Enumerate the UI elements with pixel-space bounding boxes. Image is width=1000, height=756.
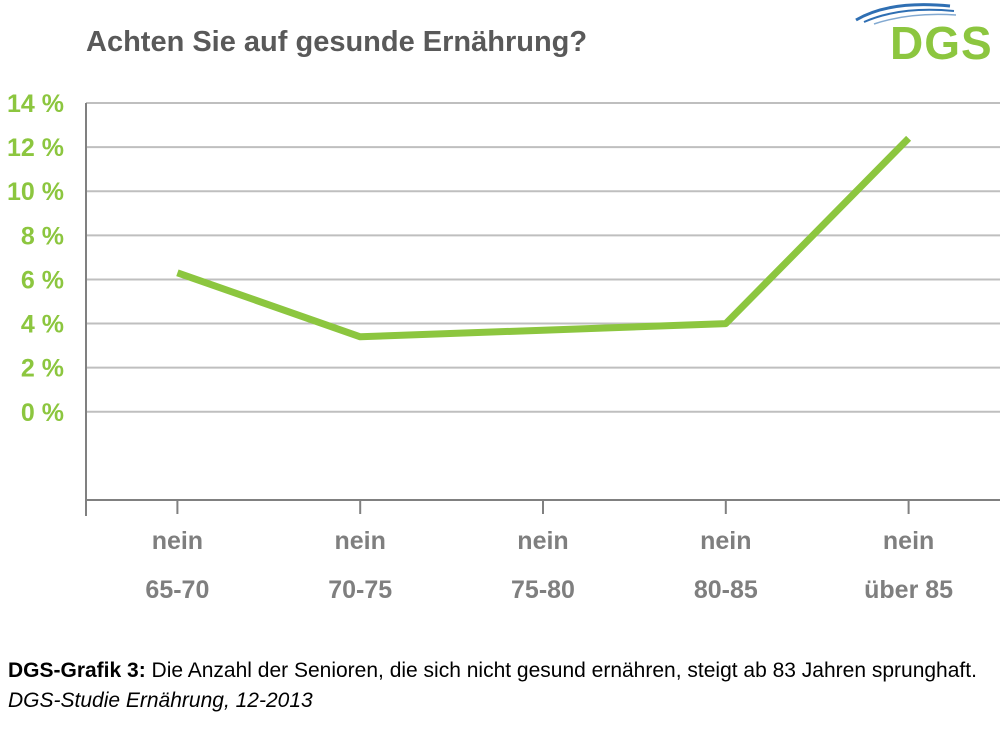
grid-lines <box>86 102 1000 413</box>
dgs-logo: DGS <box>850 0 1000 72</box>
caption-source: DGS-Studie Ernährung, 12-2013 <box>8 689 313 712</box>
logo-swoosh-icon <box>855 3 957 25</box>
x-tick-label: 65-70 <box>145 576 209 604</box>
y-tick-label: 2 % <box>21 355 64 383</box>
y-tick-label: 6 % <box>21 266 64 294</box>
x-tick-label: nein <box>700 527 751 555</box>
y-tick-label: 14 % <box>7 90 64 118</box>
chart-title: Achten Sie auf gesunde Ernährung? <box>86 26 588 58</box>
caption-lead: DGS-Grafik 3: <box>8 659 146 682</box>
x-tick-label: nein <box>152 527 203 555</box>
x-tick-label: nein <box>883 527 934 555</box>
line-chart: 0 %2 %4 %6 %8 %10 %12 %14 % nein65-70nei… <box>7 90 1000 604</box>
figure-caption: DGS-Grafik 3: Die Anzahl der Senioren, d… <box>8 656 988 716</box>
x-tick-label: 75-80 <box>511 576 575 604</box>
y-tick-label: 12 % <box>7 134 64 162</box>
x-tick-label: 70-75 <box>328 576 392 604</box>
x-tick-label: nein <box>334 527 385 555</box>
y-tick-label: 0 % <box>21 399 64 427</box>
x-tick-label: über 85 <box>864 576 953 604</box>
x-tick-label: nein <box>517 527 568 555</box>
y-tick-label: 8 % <box>21 222 64 250</box>
y-tick-label: 10 % <box>7 178 64 206</box>
x-tick-label: 80-85 <box>694 576 758 604</box>
logo-text: DGS <box>890 17 993 69</box>
series-line <box>176 135 912 341</box>
y-axis-tick-labels: 0 % 2 % 4 % 6 % 8 % 10 % 12 % 14 % <box>7 90 64 427</box>
y-tick-label: 4 % <box>21 311 64 339</box>
axes <box>85 103 1000 516</box>
series-lines <box>176 135 912 341</box>
caption-text: Die Anzahl der Senioren, die sich nicht … <box>151 659 977 682</box>
x-axis-tick-labels: nein 65-70 nein 70-75 nein 75-80 nein 80-85 nein… <box>145 527 953 604</box>
